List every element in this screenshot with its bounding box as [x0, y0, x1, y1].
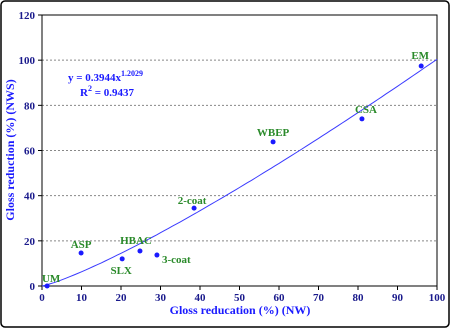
- r-val: 0.9437: [104, 87, 135, 99]
- x-tick-label: 30: [155, 292, 167, 304]
- y-tick-label: 60: [24, 146, 36, 158]
- point: [154, 252, 160, 258]
- eq-exp: 1.2029: [121, 69, 143, 78]
- y-tick-label: 20: [24, 236, 36, 248]
- point-label: ASP: [71, 239, 92, 251]
- point-label: 2-coat: [178, 195, 207, 207]
- point: [137, 248, 143, 254]
- y-tick-label: 0: [30, 281, 36, 293]
- r-sym: R: [80, 87, 89, 99]
- point: [359, 116, 365, 122]
- point: [270, 139, 276, 145]
- point: [44, 283, 50, 289]
- eq-var: x: [116, 72, 122, 84]
- y-tick-label: 40: [24, 191, 36, 203]
- point-label: CSA: [355, 104, 377, 116]
- eq-lhs: y =: [68, 72, 85, 84]
- y-axis-title: Gloss reduction (%) (NWS): [3, 79, 17, 220]
- x-tick-label: 40: [195, 292, 207, 304]
- y-tick-label: 100: [19, 55, 36, 67]
- fit-r2: R2 = 0.9437: [80, 84, 134, 99]
- point: [191, 205, 197, 211]
- x-tick-label: 100: [429, 292, 446, 304]
- x-tick-label: 20: [116, 292, 128, 304]
- point-label: WBEP: [257, 127, 290, 139]
- x-tick-label: 80: [353, 292, 365, 304]
- y-tick-label: 80: [24, 100, 36, 112]
- r-pow: 2: [88, 84, 92, 93]
- point-label: HBAC: [120, 235, 152, 247]
- x-tick-label: 70: [313, 292, 325, 304]
- point-label: SLX: [110, 265, 131, 277]
- r-eq: =: [92, 87, 104, 99]
- point: [78, 250, 84, 256]
- point: [119, 256, 125, 262]
- x-axis-title: Gloss reducation (%) (NW): [170, 303, 311, 317]
- point-label: 3-coat: [162, 254, 191, 266]
- fit-equation: y = 0.3944x1.2029: [68, 69, 143, 84]
- x-tick-label: 50: [234, 292, 246, 304]
- plot-area: [41, 14, 438, 287]
- point: [418, 63, 424, 69]
- point-label: UM: [42, 273, 61, 285]
- fit-curve: [41, 58, 438, 287]
- y-tick-label: 120: [19, 10, 36, 22]
- point-label: EM: [411, 50, 429, 62]
- x-tick-label: 10: [76, 292, 88, 304]
- x-tick-label: 0: [39, 292, 45, 304]
- eq-coef: 0.3944: [85, 72, 116, 84]
- x-tick-label: 60: [274, 292, 286, 304]
- x-tick-label: 90: [392, 292, 404, 304]
